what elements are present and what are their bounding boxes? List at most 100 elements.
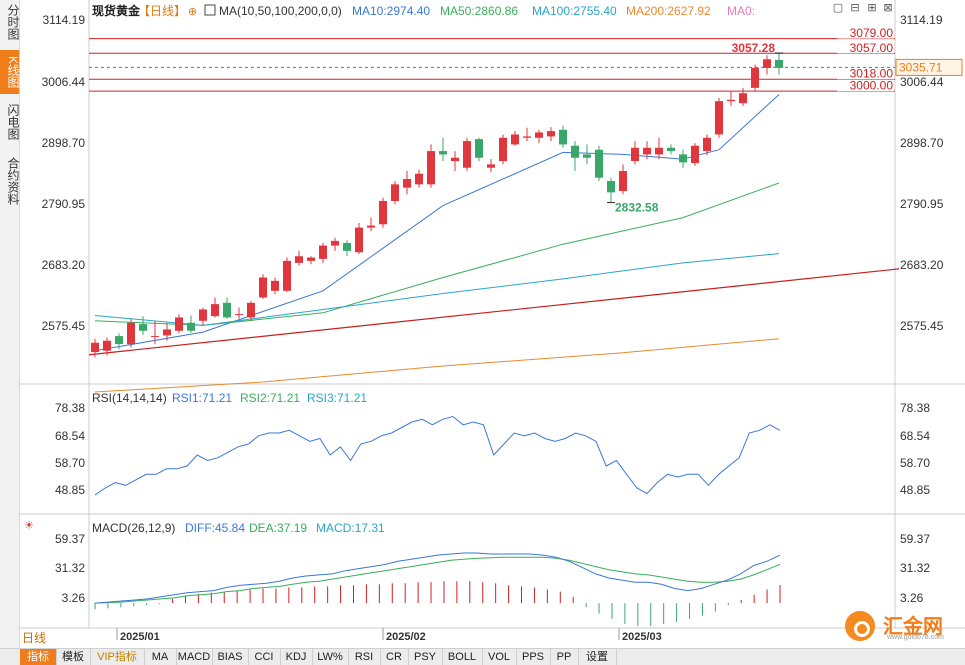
price-tick-left-0: 3114.19 — [43, 13, 86, 27]
candle-body — [451, 157, 459, 162]
ma-value-2: MA100:2755.40 — [532, 4, 617, 18]
macd-value-0: DIFF:45.84 — [185, 521, 245, 535]
logo-name: 汇金网 — [883, 616, 943, 638]
candle-body — [235, 314, 243, 316]
tab-indicator-5[interactable]: BIAS — [212, 649, 249, 665]
macd-tick-left-1: 31.32 — [55, 561, 85, 575]
candle-body — [355, 227, 363, 253]
indicator-tab-bar: 指标 模板 VIP指标 MA MACD BIAS CCI KDJ LW% RSI CR PSY BOLL… — [0, 648, 965, 665]
rsi-tick-right-0: 78.38 — [900, 401, 930, 415]
macd-tick-left-2: 3.26 — [62, 591, 86, 605]
rsi-value-1: RSI2:71.21 — [240, 391, 300, 405]
candle-body — [571, 145, 579, 158]
tab-indicator-7[interactable]: KDJ — [280, 649, 313, 665]
candle-body — [331, 240, 339, 246]
indicator-toggle-icon[interactable] — [204, 4, 216, 16]
low-annotation: 2832.58 — [615, 201, 659, 215]
rsi-tick-left-1: 68.54 — [55, 429, 85, 443]
tab-indicator-11[interactable]: PSY — [408, 649, 443, 665]
period-tag: 【日线】 — [138, 4, 186, 18]
rsi-line — [94, 415, 781, 496]
tab-indicator-13[interactable]: VOL — [482, 649, 517, 665]
restore-icon[interactable]: ▢ — [832, 2, 844, 14]
x-label-2: 2025/03 — [622, 631, 662, 643]
candle-body — [187, 322, 195, 331]
candle-body — [679, 154, 687, 163]
maximize-icon[interactable]: ⊞ — [867, 2, 877, 14]
tab-indicator-14[interactable]: PPS — [516, 649, 551, 665]
candle-body — [751, 67, 759, 88]
rsi-tick-right-3: 48.85 — [900, 483, 930, 497]
ma-line-ma10 — [94, 94, 780, 352]
candle-body — [715, 101, 723, 135]
candle-body — [259, 277, 267, 298]
tab-indicator-0[interactable]: 指标 — [20, 649, 57, 665]
rsi-label: RSI(14,14,14) — [92, 391, 167, 405]
candle-body — [271, 280, 279, 291]
tab-indicator-6[interactable]: CCI — [248, 649, 281, 665]
ma-line-ma100 — [94, 253, 780, 326]
macd-dea-line — [94, 556, 781, 604]
sidebar-item-0[interactable]: 分时图 — [6, 4, 20, 40]
candle-body — [115, 336, 123, 345]
tab-indicator-9[interactable]: RSI — [348, 649, 381, 665]
price-tick-left-3: 2790.95 — [42, 197, 86, 211]
price-line-label-bg-0 — [837, 27, 894, 39]
price-tick-left-1: 3006.44 — [42, 75, 86, 89]
current-price-box — [895, 58, 963, 76]
minimize-icon[interactable]: ⊟ — [850, 2, 860, 14]
price-line-label-0: 3079.00 — [850, 26, 894, 40]
price-tick-left-4: 2683.20 — [42, 258, 86, 272]
x-label-0: 2025/01 — [120, 631, 160, 643]
candle-body — [739, 93, 747, 104]
candle-body — [499, 137, 507, 162]
macd-settings-icon[interactable]: ☀ — [24, 520, 34, 532]
candle-body — [91, 342, 99, 353]
candle-body — [535, 132, 543, 138]
price-line-label-bg-1 — [837, 42, 894, 54]
ma-line-ma50 — [94, 182, 780, 326]
tab-indicator-15[interactable]: PP — [550, 649, 579, 665]
candle-body — [763, 59, 771, 68]
candle-body — [103, 340, 111, 351]
macd-label: MACD(26,12,9) — [92, 521, 175, 535]
tab-indicator-12[interactable]: BOLL — [442, 649, 483, 665]
price-line-label-1: 3057.00 — [850, 41, 894, 55]
macd-diff-line — [94, 552, 781, 604]
tab-indicator-4[interactable]: MACD — [176, 649, 213, 665]
tab-indicator-16[interactable]: 设置 — [578, 649, 617, 665]
tab-indicator-10[interactable]: CR — [380, 649, 409, 665]
sidebar-item-1[interactable]: K线图 — [0, 50, 20, 94]
rsi-tick-right-2: 58.70 — [900, 456, 930, 470]
ma-value-4: MA0: — [727, 4, 755, 18]
price-line-label-bg-3 — [837, 80, 894, 92]
rsi-value-2: RSI3:71.21 — [307, 391, 367, 405]
macd-tick-left-0: 59.37 — [55, 532, 85, 546]
macd-value-1: DEA:37.19 — [249, 521, 307, 535]
macd-value-2: MACD:17.31 — [316, 521, 385, 535]
sidebar-item-2[interactable]: 闪电图 — [6, 104, 20, 140]
price-line-label-3: 3000.00 — [850, 79, 894, 93]
settings-icon[interactable]: ⊕ — [188, 6, 197, 18]
candle-body — [631, 147, 639, 162]
tab-indicator-2[interactable]: VIP指标 — [90, 649, 145, 665]
candle-body — [607, 181, 615, 193]
sidebar-item-3[interactable]: 合约资料 — [6, 157, 20, 205]
macd-tick-right-1: 31.32 — [900, 561, 930, 575]
logo-mark-icon — [845, 611, 875, 641]
candle-body — [427, 151, 435, 185]
ma-value-3: MA200:2627.92 — [626, 4, 711, 18]
candle-body — [175, 317, 183, 331]
tab-indicator-8[interactable]: LW% — [312, 649, 349, 665]
tab-indicator-3[interactable]: MA — [144, 649, 177, 665]
price-tick-left-2: 2898.70 — [42, 136, 86, 150]
candle-body — [727, 99, 735, 102]
close-icon[interactable]: ⊠ — [883, 2, 893, 14]
chart-canvas: 现货黄金【日线】 ⊕ MA(10,50,100,200,0,0) MA10:2974.… — [19, 0, 965, 643]
sidebar: 分时图 K线图闪电图合约资料 — [0, 0, 20, 648]
price-tick-right-0: 3114.19 — [900, 13, 943, 27]
period-button[interactable]: 日线 — [22, 631, 47, 645]
candle-body — [199, 309, 207, 321]
tab-indicator-1[interactable]: 模板 — [56, 649, 91, 665]
candle-body — [619, 171, 627, 192]
